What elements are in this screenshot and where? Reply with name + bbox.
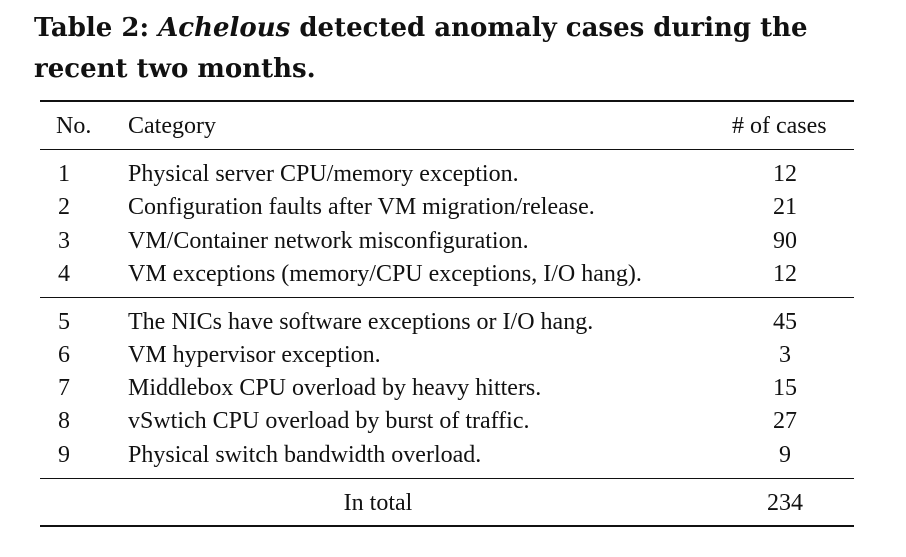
row-no: 6: [58, 342, 70, 368]
row-no: 5: [58, 309, 70, 335]
table-caption: Table 2: Achelous detected anomaly cases…: [34, 8, 884, 90]
row-category: VM exceptions (memory/CPU exceptions, I/…: [128, 261, 642, 287]
row-category: Physical server CPU/memory exception.: [128, 161, 519, 187]
row-category: Physical switch bandwidth overload.: [128, 442, 482, 468]
row-cases: 27: [773, 408, 797, 434]
row-cases: 12: [773, 261, 797, 287]
row-cases: 45: [773, 309, 797, 335]
row-category: VM hypervisor exception.: [128, 342, 381, 368]
caption-prefix: Table 2:: [34, 13, 159, 43]
caption-system-name: Achelous: [158, 13, 291, 43]
row-no: 3: [58, 228, 70, 254]
row-category: VM/Container network misconfiguration.: [128, 228, 529, 254]
row-category: The NICs have software exceptions or I/O…: [128, 309, 594, 335]
header-rule: [40, 149, 854, 150]
row-no: 8: [58, 408, 70, 434]
row-cases: 90: [773, 228, 797, 254]
row-no: 4: [58, 261, 70, 287]
total-cases: 234: [767, 490, 803, 516]
header-no: No.: [56, 113, 92, 139]
row-cases: 21: [773, 194, 797, 220]
top-rule: [40, 100, 854, 102]
caption-suffix: detected anomaly cases during the recent…: [34, 13, 808, 84]
row-no: 1: [58, 161, 70, 187]
total-separator-rule: [40, 478, 854, 479]
row-no: 7: [58, 375, 70, 401]
group-separator-rule: [40, 297, 854, 298]
row-no: 2: [58, 194, 70, 220]
row-cases: 15: [773, 375, 797, 401]
row-category: Middlebox CPU overload by heavy hitters.: [128, 375, 542, 401]
bottom-rule: [40, 525, 854, 527]
row-cases: 9: [779, 442, 791, 468]
row-cases: 12: [773, 161, 797, 187]
row-category: vSwtich CPU overload by burst of traffic…: [128, 408, 530, 434]
total-label: In total: [343, 490, 413, 516]
row-no: 9: [58, 442, 70, 468]
header-cases: # of cases: [732, 113, 827, 139]
row-cases: 3: [779, 342, 791, 368]
header-category: Category: [128, 113, 216, 139]
row-category: Configuration faults after VM migration/…: [128, 194, 595, 220]
